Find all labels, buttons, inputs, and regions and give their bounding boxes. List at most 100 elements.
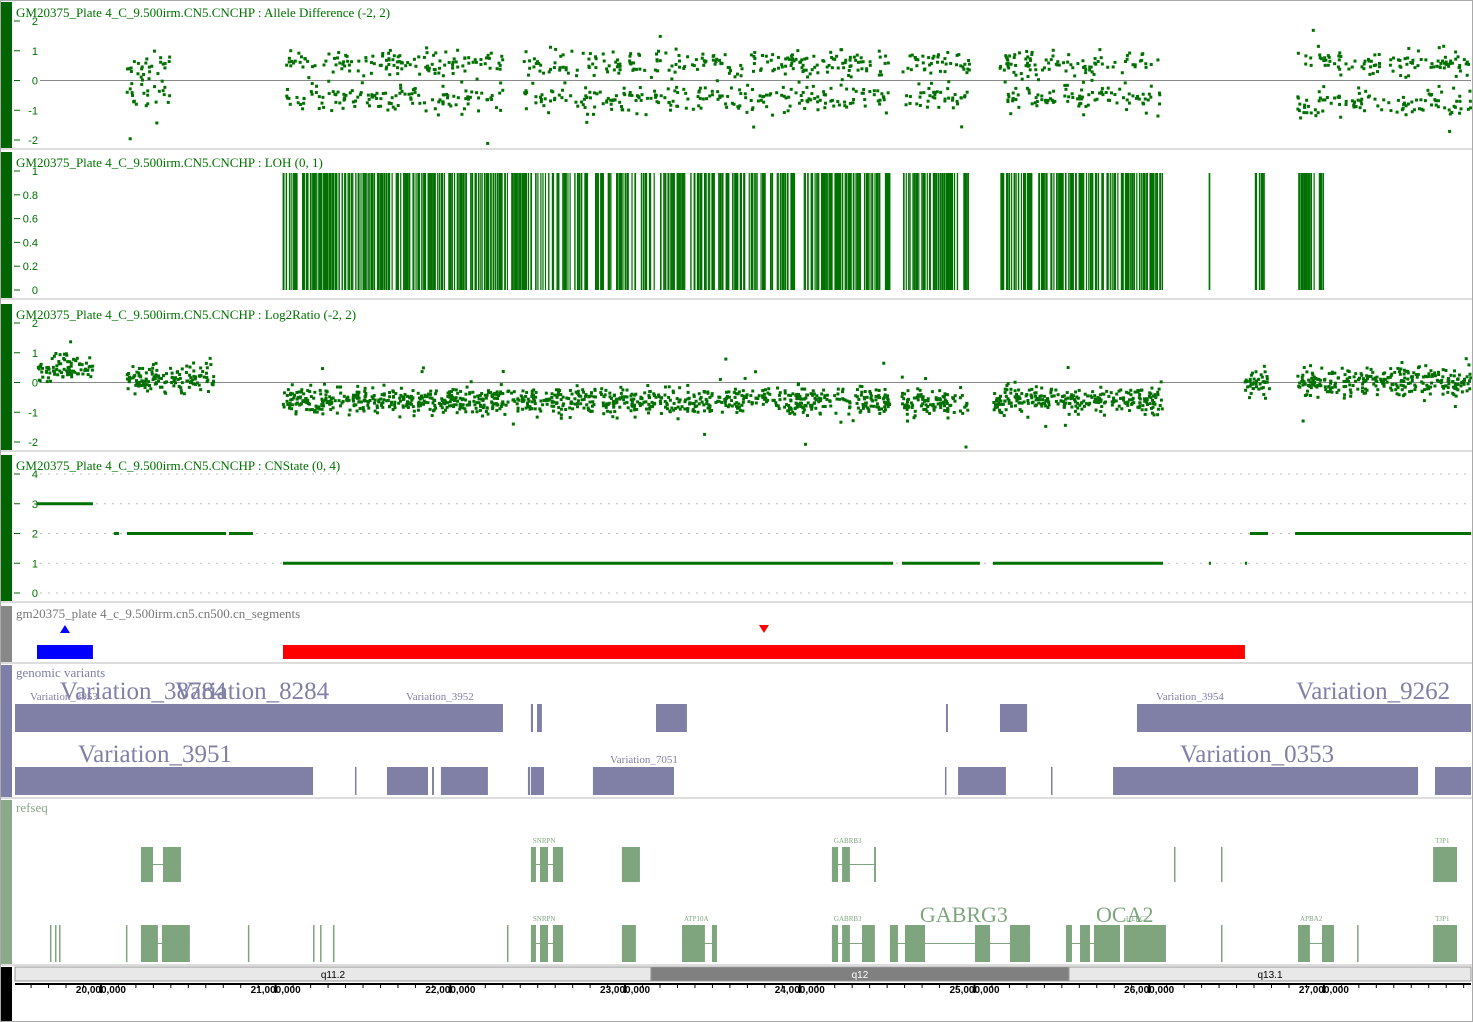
probe-dot <box>1022 400 1026 404</box>
probe-dot <box>542 399 546 403</box>
variant-box <box>537 704 542 732</box>
probe-dot <box>769 58 773 62</box>
probe-dot <box>1156 393 1160 397</box>
probe-dot <box>528 66 532 70</box>
probe-dot <box>1465 389 1469 393</box>
probe-dot <box>390 96 394 100</box>
probe-dot <box>726 94 730 98</box>
probe-dot <box>452 94 456 98</box>
y-tick-label: -1 <box>28 105 38 117</box>
probe-dot <box>611 399 615 403</box>
probe-dot <box>411 389 415 393</box>
probe-dot <box>877 49 881 53</box>
probe-dot <box>180 367 184 371</box>
probe-dot <box>1076 412 1080 416</box>
probe-dot <box>649 96 653 100</box>
probe-dot <box>582 390 586 394</box>
probe-dot <box>943 409 947 413</box>
probe-dot <box>822 59 826 63</box>
probe-dot <box>1344 62 1348 66</box>
probe-dot <box>647 394 651 398</box>
probe-dot <box>1125 57 1129 61</box>
probe-dot <box>1427 372 1431 376</box>
probe-dot <box>879 73 883 77</box>
probe-dot <box>285 393 289 397</box>
probe-dot <box>559 393 563 397</box>
probe-dot <box>422 399 426 403</box>
probe-dot <box>856 60 860 64</box>
probe-dot <box>567 397 571 401</box>
probe-dot <box>791 392 795 396</box>
probe-dot <box>1376 70 1380 74</box>
probe-dot <box>1018 397 1022 401</box>
probe-dot <box>1076 406 1080 410</box>
probe-dot <box>1052 89 1056 93</box>
probe-dot <box>317 405 321 409</box>
probe-dot <box>744 96 748 100</box>
probe-dot <box>855 395 859 399</box>
probe-dot <box>473 395 477 399</box>
probe-dot <box>1410 375 1414 379</box>
probe-dot <box>337 51 341 55</box>
segment-marker <box>59 625 70 633</box>
probe-dot <box>1317 99 1321 103</box>
probe-dot <box>160 79 164 83</box>
probe-dot <box>674 47 678 51</box>
probe-dot <box>433 68 437 72</box>
probe-dot <box>465 385 469 389</box>
probe-dot <box>943 99 947 103</box>
probe-dot <box>446 96 450 100</box>
probe-dot <box>350 89 354 93</box>
probe-dot <box>613 401 617 405</box>
probe-dot <box>172 379 176 383</box>
probe-dot <box>147 65 151 69</box>
probe-dot <box>88 356 92 360</box>
probe-dot <box>281 402 285 406</box>
probe-dot <box>623 395 627 399</box>
probe-dot <box>310 81 314 85</box>
probe-dot <box>1326 63 1330 67</box>
probe-dot <box>1378 65 1382 69</box>
probe-dot <box>811 392 815 396</box>
probe-dot <box>323 382 327 386</box>
probe-dot <box>1088 401 1092 405</box>
probe-dot <box>931 402 935 406</box>
probe-dot <box>137 367 141 371</box>
probe-dot <box>937 105 941 109</box>
probe-dot <box>1382 379 1386 383</box>
probe-dot <box>923 67 927 71</box>
probe-dot <box>1457 373 1461 377</box>
probe-dot <box>805 393 809 397</box>
probe-dot <box>375 404 379 408</box>
probe-dot <box>1297 384 1301 388</box>
probe-dot <box>137 383 141 387</box>
probe-dot <box>132 375 136 379</box>
probe-dot <box>396 72 400 76</box>
track-handle <box>0 304 12 450</box>
probe-dot <box>1099 398 1103 402</box>
probe-dot <box>592 91 596 95</box>
probe-dot <box>1053 99 1057 103</box>
probe-dot <box>805 85 809 89</box>
probe-dot <box>1410 100 1414 104</box>
probe-dot <box>880 92 884 96</box>
probe-dot <box>654 395 658 399</box>
probe-dot <box>177 384 181 388</box>
probe-dot <box>1128 409 1132 413</box>
probe-dot <box>446 401 450 405</box>
probe-dot <box>1309 111 1313 115</box>
probe-dot <box>482 403 486 407</box>
probe-dot <box>589 410 593 414</box>
probe-dot <box>1012 70 1016 74</box>
probe-dot <box>173 377 177 381</box>
probe-dot <box>399 386 403 390</box>
probe-dot <box>301 65 305 69</box>
probe-dot <box>1056 402 1060 406</box>
probe-dot <box>556 393 560 397</box>
probe-dot <box>872 93 876 97</box>
probe-dot <box>178 373 182 377</box>
probe-dot <box>1004 408 1008 412</box>
probe-dot <box>287 96 291 100</box>
probe-dot <box>1453 405 1457 409</box>
probe-dot <box>1389 386 1393 390</box>
